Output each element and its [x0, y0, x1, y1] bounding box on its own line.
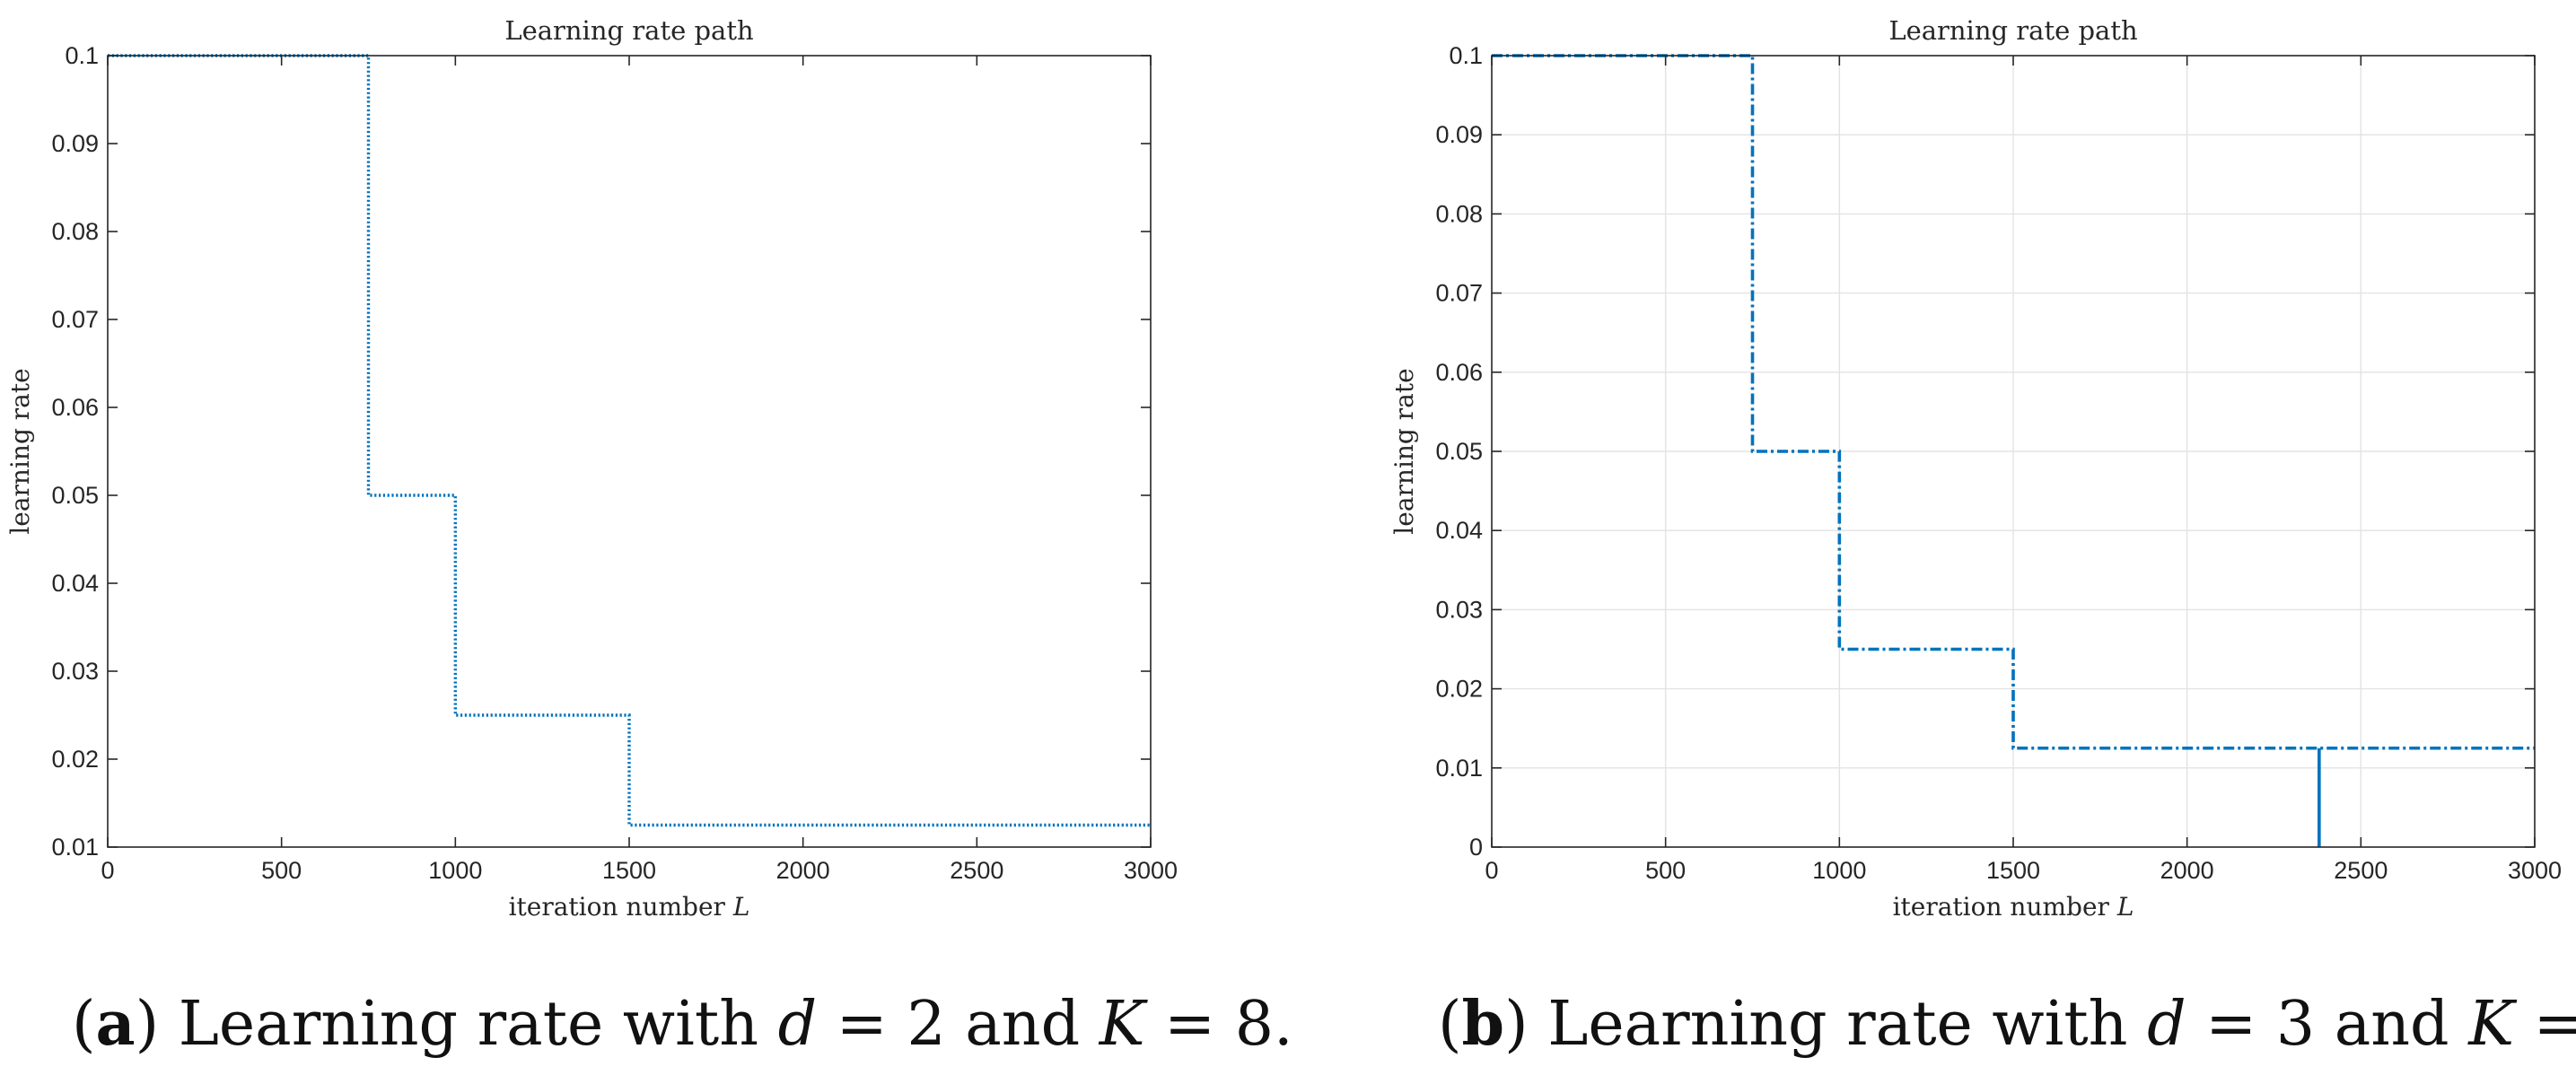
y-tick-label-b-1: 0.01	[1435, 755, 1483, 782]
x-axis-label-text-b: iteration number	[1893, 892, 2117, 922]
caption-a-letter: a	[96, 988, 136, 1060]
caption-b-var1: d	[2147, 989, 2186, 1060]
y-tick-label-a-5: 0.06	[51, 394, 99, 421]
x-tick-label-b-6: 3000	[2508, 857, 2562, 884]
x-axis-label-a: iteration number L	[509, 892, 750, 922]
caption-a-eq2: = 8.	[1145, 989, 1293, 1060]
y-tick-label-b-9: 0.09	[1435, 121, 1483, 148]
caption-b-open-paren: (	[1438, 989, 1462, 1060]
caption-a-close-paren: )	[136, 989, 179, 1060]
y-tick-label-b-8: 0.08	[1435, 200, 1483, 227]
x-tick-label-a-2: 1000	[428, 857, 482, 884]
caption-b-letter: b	[1462, 988, 1505, 1060]
y-tick-label-a-7: 0.08	[51, 218, 99, 245]
caption-b-eq2: = 10.	[2514, 989, 2576, 1060]
x-tick-label-a-1: 500	[261, 857, 302, 884]
y-tick-label-b-0: 0	[1469, 834, 1483, 861]
y-tick-label-a-9: 0.1	[65, 42, 99, 69]
x-axis-label-var-a: L	[732, 892, 750, 922]
y-axis-label-b: learning rate	[1389, 368, 1419, 534]
y-tick-label-b-5: 0.05	[1435, 438, 1483, 465]
caption-a-prefix: Learning rate with	[179, 989, 778, 1060]
y-tick-label-b-10: 0.1	[1449, 42, 1483, 69]
y-tick-label-b-2: 0.02	[1435, 676, 1483, 703]
x-tick-label-a-5: 2500	[950, 857, 1003, 884]
caption-b-prefix: Learning rate with	[1547, 989, 2147, 1060]
caption-a: (a) Learning rate with d = 2 and K = 8.	[72, 988, 1293, 1060]
caption-b-close-paren: )	[1504, 989, 1547, 1060]
panel-a-chart: 0 500 1000 1500 2000 2500 3000 0.01 0.02 0.03 0.04…	[5, 15, 1178, 922]
x-tick-label-a-4: 2000	[776, 857, 830, 884]
y-tick-label-a-2: 0.03	[51, 658, 99, 685]
y-tick-label-a-3: 0.04	[51, 570, 99, 597]
panel-b-chart: 0 500 1000 1500 2000 2500 3000 0 0.01 0.02 0.03 0.0…	[1389, 15, 2562, 922]
caption-b-eq1: = 3 and	[2186, 989, 2469, 1060]
x-axis-label-b: iteration number L	[1893, 892, 2134, 922]
caption-a-var2: K	[1098, 989, 1149, 1060]
x-tick-label-a-3: 1500	[602, 857, 656, 884]
x-tick-label-b-3: 1500	[1986, 857, 2040, 884]
caption-a-open-paren: (	[72, 989, 96, 1060]
x-axis-label-text-a: iteration number	[509, 892, 733, 922]
x-tick-label-a-6: 3000	[1124, 857, 1178, 884]
chart-title-a: Learning rate path	[504, 15, 753, 46]
x-axis-label-var-b: L	[2116, 892, 2134, 922]
chart-title-b: Learning rate path	[1888, 15, 2137, 46]
series-line-b-0	[1492, 54, 2535, 750]
caption-a-eq1: = 2 and	[817, 989, 1100, 1060]
series-line-a-0	[108, 54, 1151, 827]
x-tick-label-a-0: 0	[101, 857, 114, 884]
x-tick-label-b-4: 2000	[2160, 857, 2214, 884]
y-tick-label-b-6: 0.06	[1435, 359, 1483, 386]
y-tick-label-a-4: 0.05	[51, 482, 99, 509]
y-tick-label-a-6: 0.07	[51, 306, 99, 333]
y-tick-label-a-0: 0.01	[51, 834, 99, 861]
x-tick-label-b-1: 500	[1645, 857, 1686, 884]
y-axis-label-a: learning rate	[5, 368, 35, 534]
x-tick-label-b-0: 0	[1485, 857, 1498, 884]
y-tick-label-b-4: 0.04	[1435, 517, 1483, 544]
x-tick-label-b-2: 1000	[1812, 857, 1866, 884]
y-tick-label-a-1: 0.02	[51, 746, 99, 773]
x-tick-label-b-5: 2500	[2334, 857, 2388, 884]
caption-b-var2: K	[2466, 989, 2518, 1060]
y-tick-label-b-7: 0.07	[1435, 280, 1483, 307]
y-tick-label-a-8: 0.09	[51, 130, 99, 157]
y-tick-label-b-3: 0.03	[1435, 596, 1483, 623]
caption-a-var1: d	[778, 989, 818, 1060]
caption-b: (b) Learning rate with d = 3 and K = 10.	[1438, 988, 2576, 1060]
